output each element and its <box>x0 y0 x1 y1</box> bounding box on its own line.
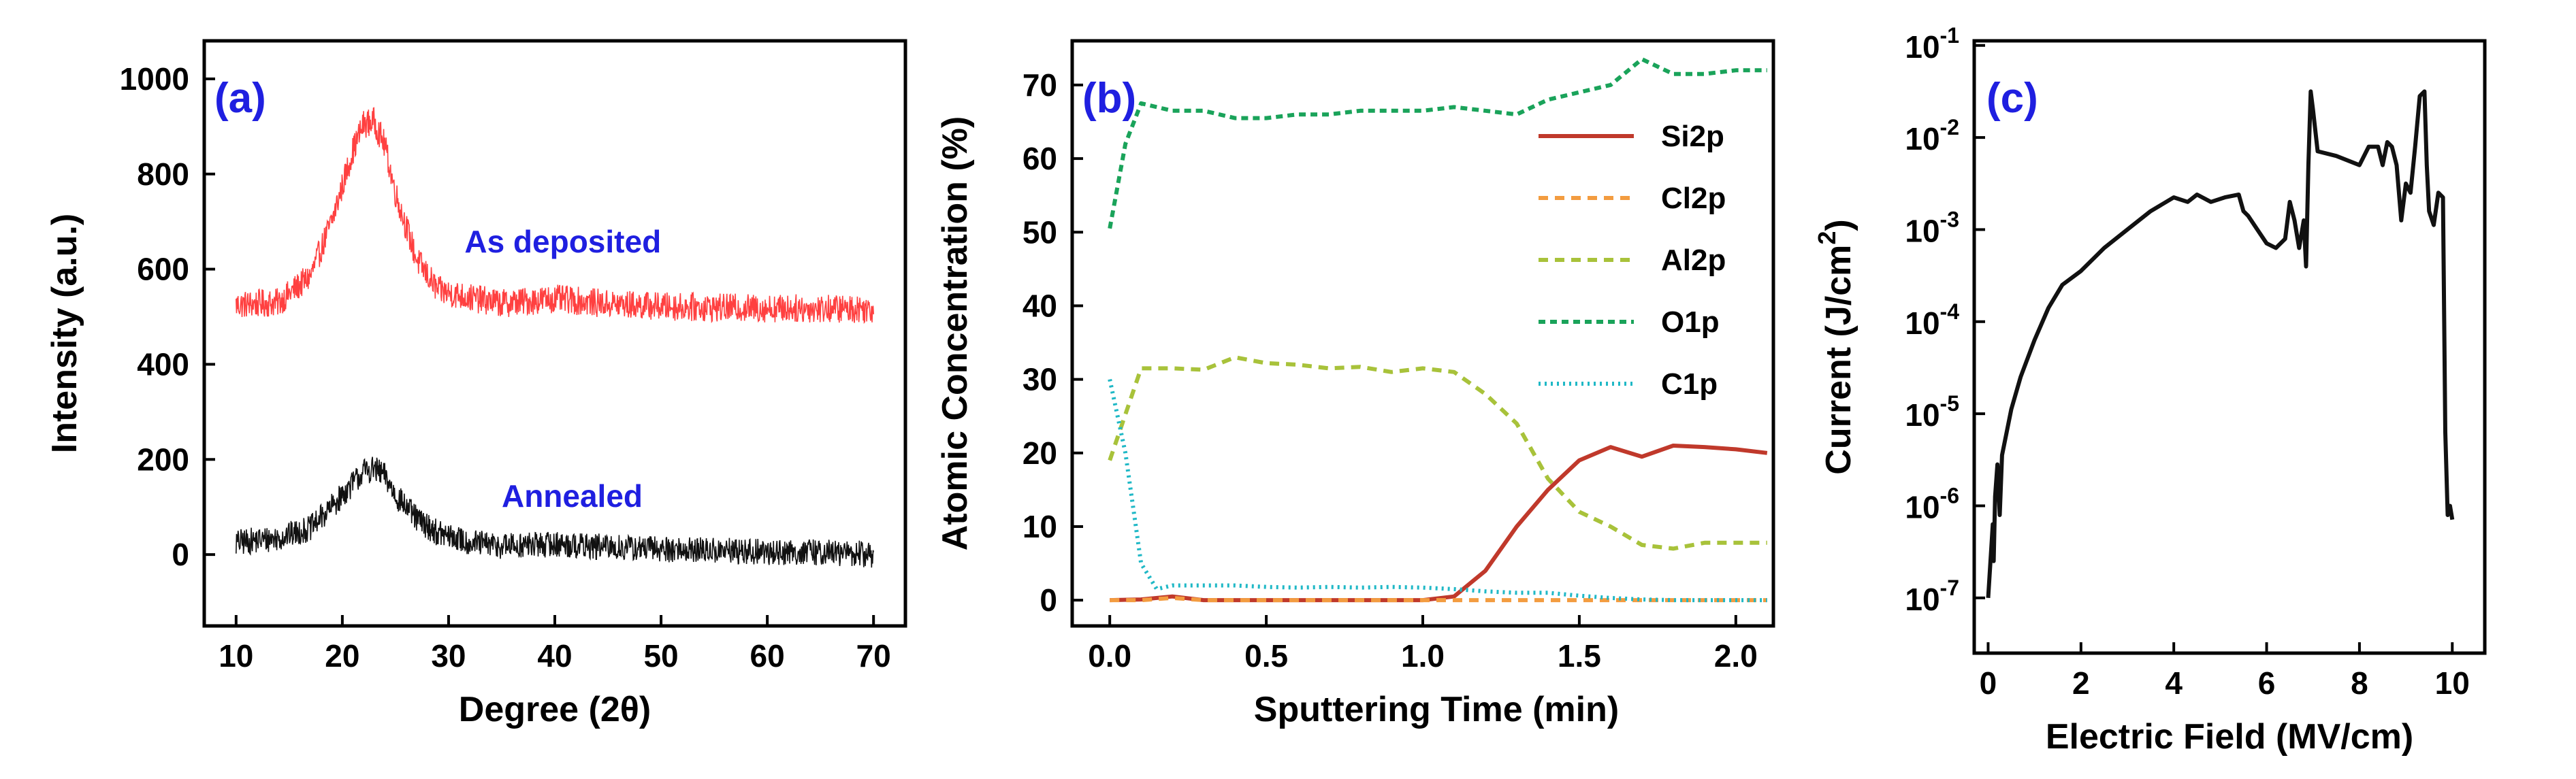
series-line-si2p <box>1110 444 1768 603</box>
y-tick-label: 10 <box>1023 509 1057 544</box>
y-tick-label: 10-3 <box>1905 207 1959 248</box>
y-tick-label: 800 <box>137 156 189 192</box>
y-tick-base: 10 <box>1905 121 1939 156</box>
x-tick-label: 0 <box>1980 665 1997 701</box>
x-tick-label: 1.0 <box>1401 638 1445 674</box>
x-tick-label: 0.5 <box>1244 638 1288 674</box>
x-tick-label: 4 <box>2165 665 2183 701</box>
x-tick-label: 30 <box>431 638 466 674</box>
panel-a-y-axis-label: Intensity (a.u.) <box>45 214 84 453</box>
panel-c-y-label-end: ) <box>1819 219 1858 231</box>
y-tick-exponent: -4 <box>1940 299 1960 324</box>
y-tick-label: 400 <box>137 346 189 382</box>
x-tick-label: 70 <box>856 638 891 674</box>
x-tick-label: 6 <box>2258 665 2276 701</box>
panel-b-ticks: 0.0 0.5 1.0 1.5 2.0 0 10 20 30 40 50 60 70 <box>1023 67 1758 674</box>
y-tick-exponent: -1 <box>1940 23 1959 48</box>
legend-label-cl2p: Cl2p <box>1661 182 1726 215</box>
series-line-annealed <box>236 457 874 568</box>
y-tick-base: 10 <box>1905 397 1939 433</box>
y-tick-label: 10-7 <box>1905 576 1959 617</box>
y-tick-label: 10-4 <box>1905 299 1959 341</box>
panel-a-plot-area: 10 20 30 40 50 60 70 0 200 400 600 800 1000 <box>120 39 907 674</box>
panel-a-label: (a) <box>214 75 266 122</box>
panel-c-y-label-base: Current (J/cm <box>1819 245 1858 475</box>
panel-a-series-group <box>236 107 874 568</box>
panel-b-y-axis-label: Atomic Concentration (%) <box>935 116 975 550</box>
y-tick-base: 10 <box>1905 213 1939 248</box>
y-tick-label: 600 <box>137 252 189 287</box>
panel-a-x-axis-label: Degree (2θ) <box>459 690 651 729</box>
panel-b-label: (b) <box>1082 75 1136 122</box>
annotation-annealed: Annealed <box>502 478 643 514</box>
y-tick-exponent: -3 <box>1940 207 1959 231</box>
x-tick-label: 10 <box>2435 665 2470 701</box>
panel-c-x-axis-label: Electric Field (MV/cm) <box>2046 717 2413 757</box>
panel-b-series-group <box>1108 57 1768 603</box>
series-line-al2p <box>1108 355 1767 551</box>
panel-b-x-axis-label: Sputtering Time (min) <box>1254 690 1619 729</box>
y-tick-exponent: -6 <box>1940 483 1959 508</box>
y-tick-label: 1000 <box>120 61 189 97</box>
y-tick-label: 0 <box>1040 582 1057 618</box>
x-tick-label: 10 <box>219 638 253 674</box>
legend-label-al2p: Al2p <box>1661 244 1726 277</box>
y-tick-base: 10 <box>1905 582 1939 617</box>
y-tick-label: 10-1 <box>1905 23 1959 65</box>
legend-label-si2p: Si2p <box>1661 120 1724 153</box>
y-tick-label: 40 <box>1023 288 1057 323</box>
y-tick-label: 200 <box>137 442 189 477</box>
y-tick-label: 60 <box>1023 141 1057 176</box>
x-tick-label: 60 <box>750 638 785 674</box>
annotation-as-deposited: As deposited <box>464 224 661 259</box>
panel-a-ticks: 10 20 30 40 50 60 70 0 200 400 600 800 1000 <box>120 61 891 674</box>
legend-label-o1p: O1p <box>1661 305 1720 339</box>
x-tick-label: 40 <box>537 638 572 674</box>
y-tick-exponent: -2 <box>1940 115 1959 139</box>
panel-a: 10 20 30 40 50 60 70 0 200 400 600 800 1000 (a) As d… <box>45 39 907 729</box>
y-tick-exponent: -5 <box>1940 391 1959 416</box>
y-tick-label: 30 <box>1023 362 1057 397</box>
panel-b-plot-area: 0.0 0.5 1.0 1.5 2.0 0 10 20 30 40 50 60 70 <box>1023 39 1775 674</box>
panel-b-legend: Si2p Cl2p Al2p O1p C1p <box>1539 120 1726 401</box>
x-tick-label: 20 <box>325 638 359 674</box>
legend-label-c1p: C1p <box>1661 367 1718 401</box>
series-line-as-deposited <box>236 107 874 325</box>
x-tick-label: 50 <box>643 638 678 674</box>
x-tick-label: 8 <box>2351 665 2368 701</box>
panel-c-y-axis-label: Current (J/cm2) <box>1813 219 1858 474</box>
y-tick-exponent: -7 <box>1940 576 1959 600</box>
y-tick-label: 10-2 <box>1905 115 1959 156</box>
y-tick-label: 0 <box>172 537 189 572</box>
y-tick-label: 70 <box>1023 67 1057 103</box>
panel-a-frame <box>202 39 907 628</box>
panel-c-series-group <box>1986 89 2455 598</box>
x-tick-label: 2 <box>2072 665 2090 701</box>
y-tick-label: 10-6 <box>1905 483 1959 525</box>
y-tick-base: 10 <box>1905 489 1939 525</box>
y-tick-base: 10 <box>1905 305 1939 341</box>
panel-c-label: (c) <box>1986 75 2038 122</box>
x-tick-label: 1.5 <box>1558 638 1601 674</box>
series-line-current <box>1986 89 2455 598</box>
y-tick-label: 20 <box>1023 435 1057 471</box>
panel-c-y-label-sup: 2 <box>1813 231 1841 245</box>
x-tick-label: 2.0 <box>1714 638 1758 674</box>
y-tick-label: 50 <box>1023 214 1057 250</box>
panel-b: 0.0 0.5 1.0 1.5 2.0 0 10 20 30 40 50 60 70 (b) Si2p C… <box>935 39 1775 729</box>
series-line-c1p <box>1108 378 1767 603</box>
y-tick-base: 10 <box>1905 29 1939 65</box>
x-tick-label: 0.0 <box>1088 638 1131 674</box>
y-tick-label: 10-5 <box>1905 391 1959 433</box>
panel-c-frame <box>1972 39 2487 655</box>
